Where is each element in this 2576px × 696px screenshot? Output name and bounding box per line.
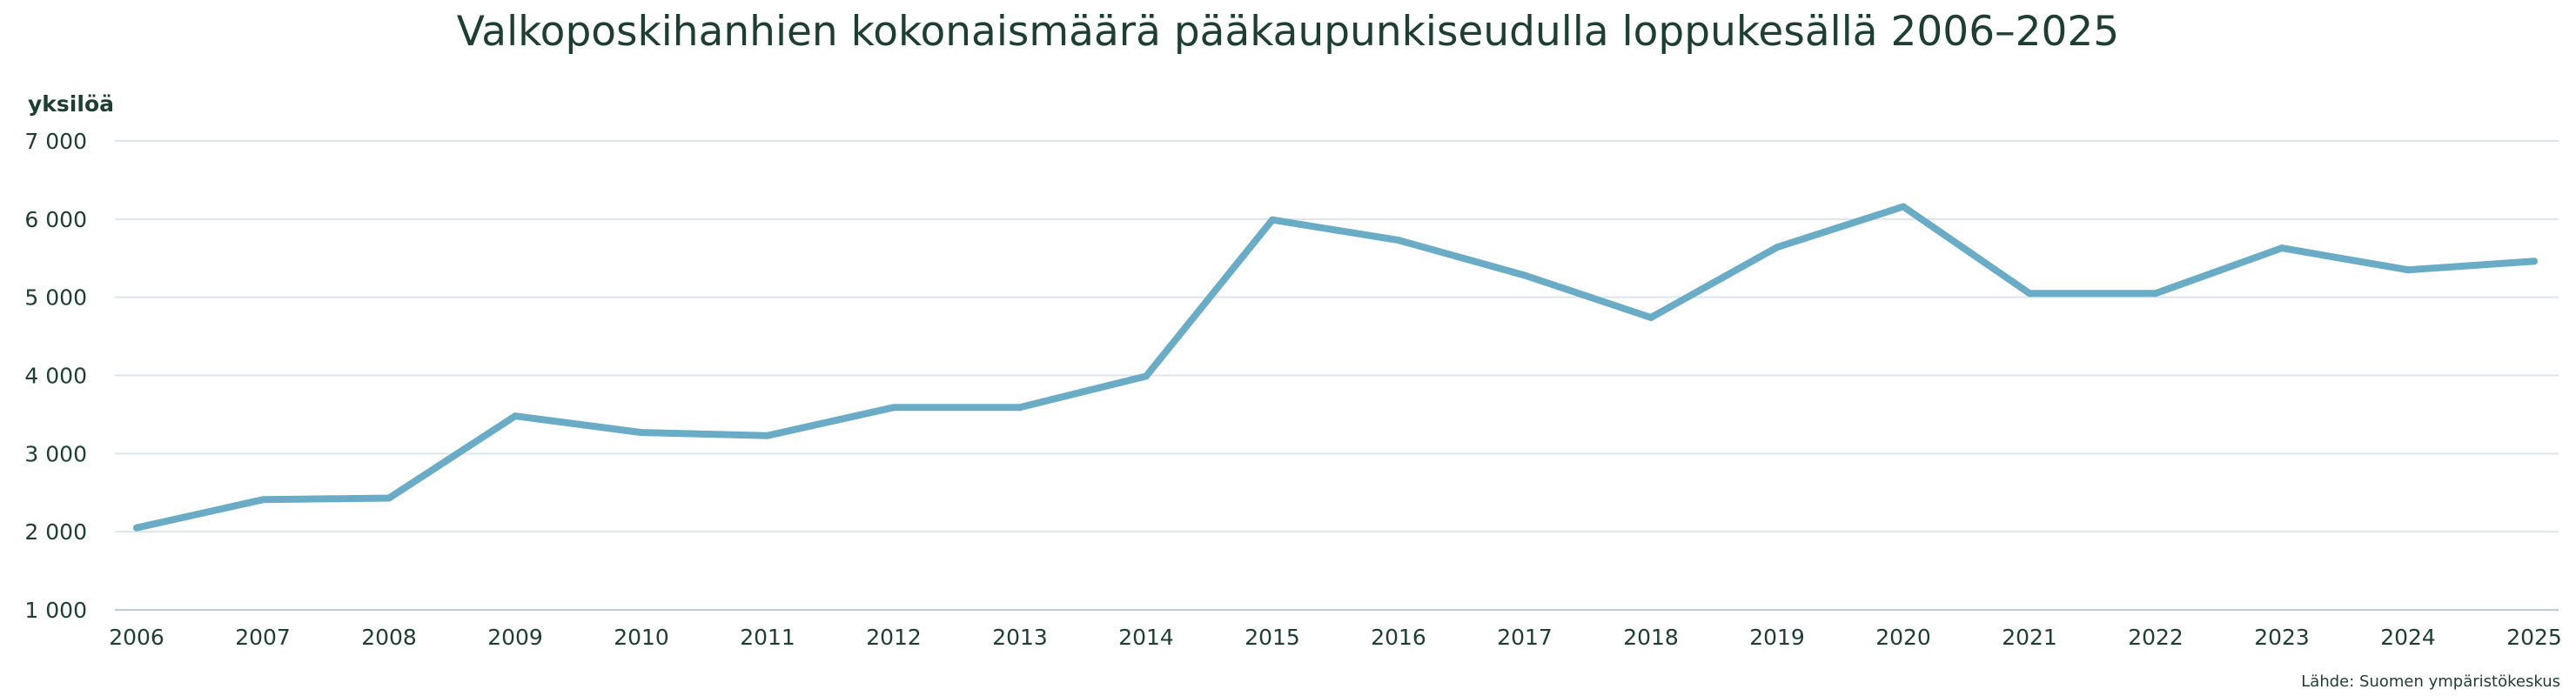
x-tick-label-2024: 2024 — [2380, 625, 2436, 650]
y-tick-label-1000: 1 000 — [24, 598, 87, 623]
x-tick-label-2018: 2018 — [1623, 625, 1679, 650]
data-point-2010 — [638, 429, 645, 437]
data-point-2007 — [259, 496, 266, 504]
x-tick-label-2025: 2025 — [2506, 625, 2562, 650]
x-tick-label-2019: 2019 — [1749, 625, 1805, 650]
y-tick-label-6000: 6 000 — [24, 207, 87, 232]
data-point-2023 — [2278, 244, 2285, 252]
x-tick-label-2015: 2015 — [1244, 625, 1300, 650]
data-point-2025 — [2531, 258, 2538, 265]
x-tick-label-2008: 2008 — [361, 625, 417, 650]
x-tick-labels: 2006 2007 2008 2009 2010 2011 2012 2013 2014 2015… — [109, 625, 2562, 650]
data-point-2018 — [1647, 314, 1654, 322]
y-axis-label: yksilöä — [28, 91, 114, 117]
y-tick-label-2000: 2 000 — [24, 519, 87, 545]
y-tick-label-5000: 5 000 — [24, 285, 87, 311]
data-point-2011 — [764, 432, 771, 439]
x-tick-label-2017: 2017 — [1497, 625, 1553, 650]
series-layer — [133, 203, 2538, 532]
x-tick-label-2012: 2012 — [866, 625, 922, 650]
x-tick-label-2009: 2009 — [487, 625, 543, 650]
data-point-2014 — [1143, 372, 1150, 380]
x-tick-label-2020: 2020 — [1875, 625, 1931, 650]
x-tick-label-2014: 2014 — [1118, 625, 1174, 650]
x-tick-label-2013: 2013 — [992, 625, 1048, 650]
data-point-2015 — [1269, 216, 1276, 224]
data-point-2013 — [1016, 404, 1023, 412]
data-point-2006 — [133, 524, 140, 532]
series-line-0 — [133, 203, 2538, 532]
data-point-2016 — [1395, 237, 1402, 244]
data-point-2022 — [2152, 290, 2159, 298]
source-note: Lähde: Suomen ympäristökeskus — [2301, 673, 2560, 691]
x-tick-label-2011: 2011 — [740, 625, 795, 650]
x-tick-label-2006: 2006 — [109, 625, 164, 650]
y-tick-labels: 1 000 2 000 3 000 4 000 5 000 6 000 7 000 — [24, 129, 87, 623]
data-point-2017 — [1521, 271, 1528, 279]
data-point-2012 — [890, 404, 897, 412]
y-tick-label-3000: 3 000 — [24, 441, 87, 466]
grid-lines — [115, 140, 2559, 611]
y-tick-label-4000: 4 000 — [24, 364, 87, 389]
x-tick-label-2010: 2010 — [614, 625, 669, 650]
x-tick-label-2023: 2023 — [2254, 625, 2310, 650]
x-tick-label-2022: 2022 — [2128, 625, 2184, 650]
data-point-2021 — [2026, 290, 2033, 298]
data-point-2024 — [2405, 266, 2412, 274]
data-point-2009 — [512, 412, 519, 420]
y-tick-label-7000: 7 000 — [24, 129, 87, 154]
data-point-2019 — [1774, 244, 1781, 251]
x-tick-label-2016: 2016 — [1371, 625, 1426, 650]
data-point-2020 — [1900, 203, 1907, 211]
data-point-2008 — [386, 494, 392, 502]
chart-title: Valkoposkihanhien kokonaismäärä pääkaupu… — [457, 8, 2119, 56]
x-tick-label-2007: 2007 — [235, 625, 291, 650]
x-tick-label-2021: 2021 — [2002, 625, 2057, 650]
